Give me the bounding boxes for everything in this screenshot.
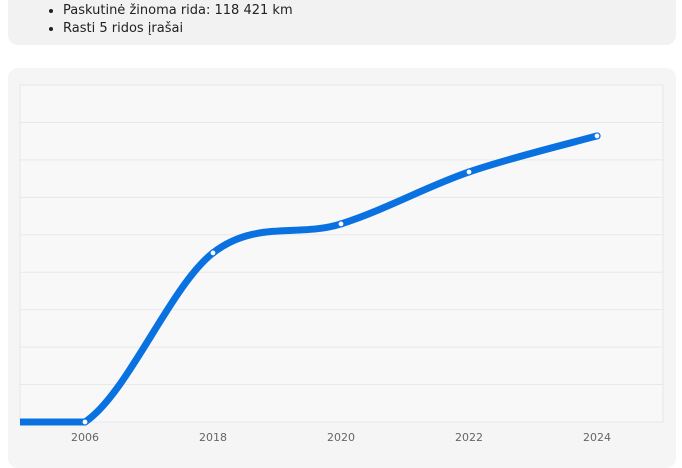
page: {"summary": {"items": ["Paskutinė žinoma… (0, 0, 682, 455)
plot-area (19, 84, 664, 423)
x-tick-label: 2020 (327, 431, 355, 444)
chart: 2006 2018 2020 2022 2024 (19, 84, 664, 444)
point (337, 220, 345, 228)
x-tick-label: 2022 (455, 431, 483, 444)
x-tick-label: 2006 (71, 431, 99, 444)
summary-card: Paskutinė žinoma rida: 118 421 km Rasti … (8, 0, 676, 45)
point (209, 249, 217, 257)
point (465, 168, 473, 176)
x-tick-label: 2018 (199, 431, 227, 444)
summary-list: Paskutinė žinoma rida: 118 421 km Rasti … (8, 2, 293, 38)
summary-item: Paskutinė žinoma rida: 118 421 km (63, 2, 293, 20)
x-tick-label: 2024 (583, 431, 611, 444)
line (81, 132, 601, 426)
point (593, 132, 601, 140)
summary-item: Rasti 5 ridos įrašai (63, 20, 293, 38)
point (81, 418, 89, 426)
